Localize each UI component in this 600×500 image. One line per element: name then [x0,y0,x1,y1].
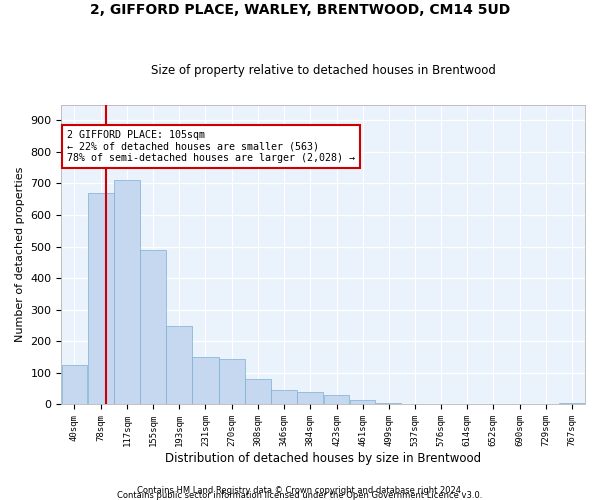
Bar [219,358,245,405]
Bar [245,379,271,404]
Bar [297,392,323,404]
X-axis label: Distribution of detached houses by size in Brentwood: Distribution of detached houses by size … [165,452,481,465]
Text: 2, GIFFORD PLACE, WARLEY, BRENTWOOD, CM14 5UD: 2, GIFFORD PLACE, WARLEY, BRENTWOOD, CM1… [90,2,510,16]
Bar [62,365,87,405]
Bar [88,193,114,404]
Text: Contains public sector information licensed under the Open Government Licence v3: Contains public sector information licen… [118,491,482,500]
Bar [376,403,401,404]
Text: Contains HM Land Registry data © Crown copyright and database right 2024.: Contains HM Land Registry data © Crown c… [137,486,463,495]
Title: Size of property relative to detached houses in Brentwood: Size of property relative to detached ho… [151,64,496,77]
Bar [193,357,218,405]
Bar [166,326,192,404]
Text: 2 GIFFORD PLACE: 105sqm
← 22% of detached houses are smaller (563)
78% of semi-d: 2 GIFFORD PLACE: 105sqm ← 22% of detache… [67,130,355,163]
Bar [271,390,296,404]
Bar [559,403,585,404]
Bar [114,180,140,404]
Bar [140,250,166,404]
Y-axis label: Number of detached properties: Number of detached properties [15,167,25,342]
Bar [324,395,349,404]
Bar [350,400,376,404]
